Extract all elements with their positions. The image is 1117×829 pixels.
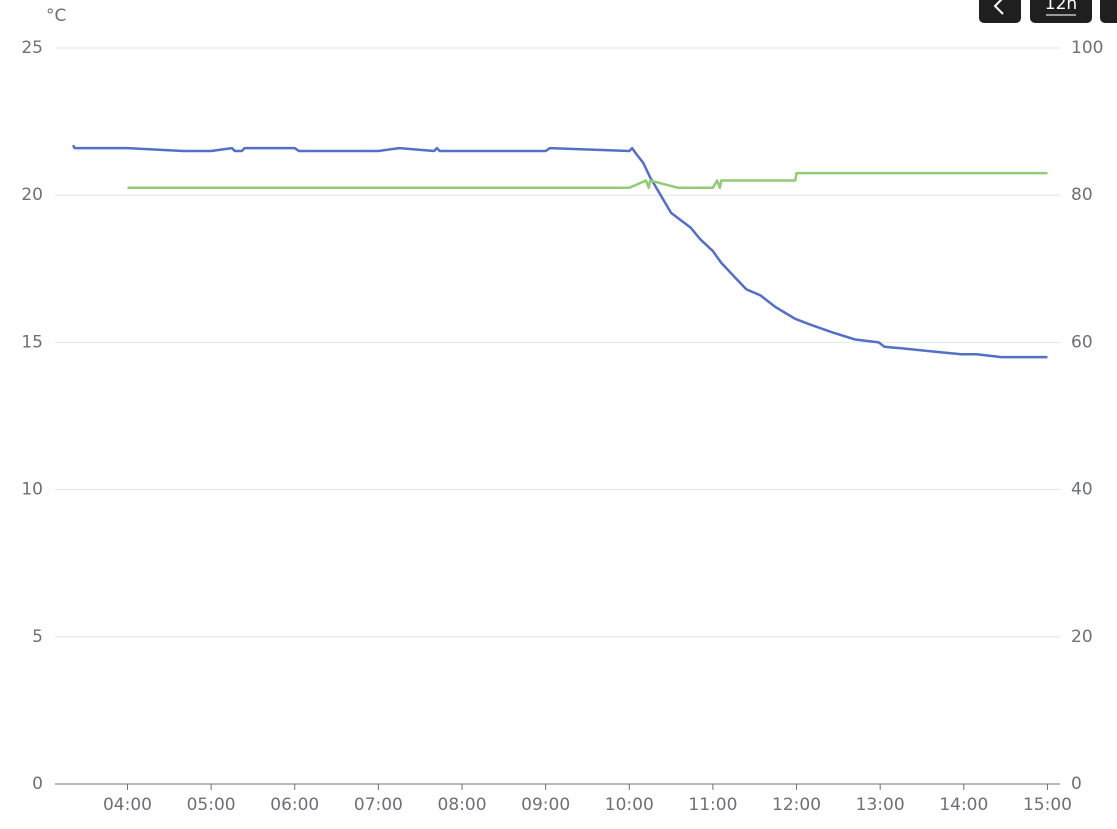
back-button[interactable] bbox=[979, 0, 1021, 23]
data-line bbox=[71, 144, 1048, 359]
x-tick-label: 12:00 bbox=[772, 795, 821, 815]
data-line bbox=[127, 171, 1048, 190]
x-tick-label: 04:00 bbox=[103, 795, 152, 815]
y-tick-label: 25 bbox=[21, 38, 43, 58]
y-tick-label: 5 bbox=[32, 627, 43, 647]
x-tick-label: 11:00 bbox=[688, 795, 737, 815]
x-tick-label: 07:00 bbox=[354, 795, 403, 815]
y-tick-label: 20 bbox=[21, 185, 43, 205]
x-tick-label: 15:00 bbox=[1023, 795, 1072, 815]
x-tick-label: 14:00 bbox=[939, 795, 988, 815]
y2-tick-label: 40 bbox=[1071, 480, 1093, 500]
x-tick-label: 09:00 bbox=[521, 795, 570, 815]
x-tick-label: 13:00 bbox=[856, 795, 905, 815]
x-tick-label: 10:00 bbox=[605, 795, 654, 815]
x-tick-label: 06:00 bbox=[270, 795, 319, 815]
range-button[interactable]: 12h bbox=[1030, 0, 1092, 23]
next-button[interactable] bbox=[1100, 0, 1117, 23]
x-tick-label: 05:00 bbox=[187, 795, 236, 815]
x-tick-label: 08:00 bbox=[438, 795, 487, 815]
y2-tick-label: 80 bbox=[1071, 185, 1093, 205]
y2-tick-label: 60 bbox=[1071, 332, 1093, 352]
range-label[interactable]: 12h bbox=[1045, 0, 1077, 14]
y2-tick-label: 20 bbox=[1071, 627, 1093, 647]
y2-tick-label: 100 bbox=[1071, 38, 1103, 58]
y2-tick-label: 0 bbox=[1071, 774, 1082, 794]
y-tick-label: 0 bbox=[32, 774, 43, 794]
y-tick-label: 15 bbox=[21, 332, 43, 352]
y-unit: °C bbox=[46, 6, 66, 26]
y-tick-label: 10 bbox=[21, 480, 43, 500]
